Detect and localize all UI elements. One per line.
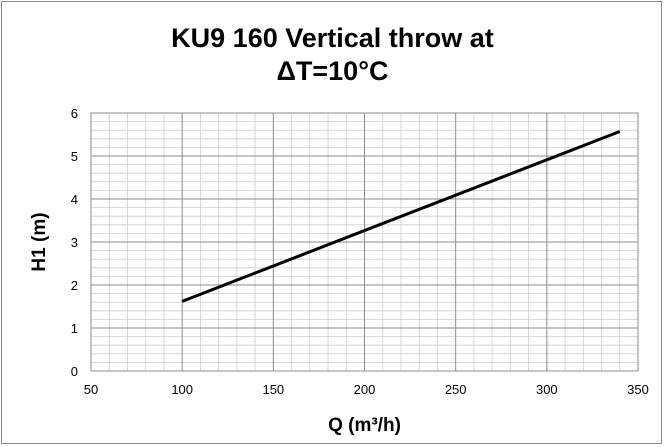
x-tick-label: 50	[84, 382, 98, 397]
x-axis-title: Q (m³/h)	[328, 415, 401, 436]
y-tick-label: 6	[71, 106, 78, 121]
chart-title: KU9 160 Vertical throw at ΔT=10°C	[0, 22, 665, 88]
series-layer	[181, 130, 621, 303]
major-gridlines	[90, 112, 639, 372]
x-tick-label: 100	[171, 382, 193, 397]
x-tick-label: 200	[354, 382, 376, 397]
y-tick-label: 1	[71, 321, 78, 336]
y-tick-label: 4	[71, 192, 78, 207]
y-tick-label: 3	[71, 235, 78, 250]
x-tick-label: 250	[445, 382, 467, 397]
plot-area-border	[90, 112, 639, 372]
y-axis-tick-labels: 0 1 2 3 4 5 6	[71, 106, 78, 379]
x-axis-tick-labels: 50 100 150 200 250 300 350	[84, 382, 649, 397]
chart-title-line-1: KU9 160 Vertical throw at	[171, 23, 494, 53]
x-tick-label: 150	[262, 382, 284, 397]
y-tick-label: 5	[71, 149, 78, 164]
y-axis-title: H1 (m)	[29, 212, 50, 271]
series-line	[181, 130, 621, 303]
chart-title-line-2: ΔT=10°C	[276, 56, 389, 86]
y-tick-label: 0	[71, 364, 78, 379]
x-tick-label: 350	[627, 382, 649, 397]
y-tick-label: 2	[71, 278, 78, 293]
x-tick-label: 300	[536, 382, 558, 397]
